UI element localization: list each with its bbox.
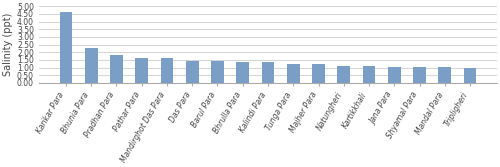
Bar xyxy=(312,64,325,83)
Bar xyxy=(236,62,249,83)
Bar xyxy=(413,67,426,83)
Bar xyxy=(464,68,476,83)
Bar xyxy=(338,66,350,83)
Bar xyxy=(362,66,376,83)
Bar xyxy=(85,48,98,83)
Y-axis label: Salinity (ppt): Salinity (ppt) xyxy=(3,13,13,76)
Bar xyxy=(211,61,224,83)
Bar xyxy=(388,67,400,83)
Bar xyxy=(438,67,451,83)
Bar xyxy=(160,58,173,83)
Bar xyxy=(287,64,300,83)
Bar xyxy=(262,62,274,83)
Bar xyxy=(60,12,72,83)
Bar xyxy=(186,61,198,83)
Bar xyxy=(110,55,123,83)
Bar xyxy=(136,58,148,83)
